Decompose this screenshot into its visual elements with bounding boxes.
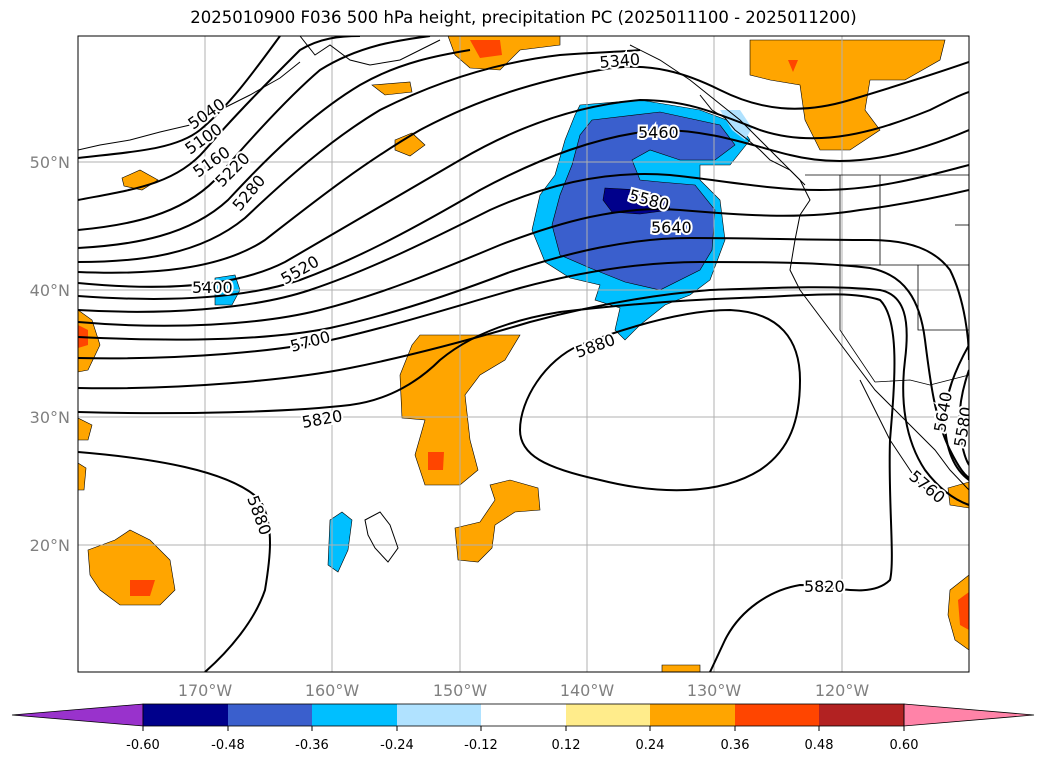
colorbar-tick-labels: -0.60 -0.48 -0.36 -0.24 -0.12 0.12 0.24 … [126,738,918,753]
precip-patch-small-4 [78,417,93,441]
coast-aleutians [78,61,301,151]
colorbar-bin-4 [397,704,481,726]
colorbar-extend-high [903,703,1035,727]
border-states-4 [917,265,969,331]
colorbar-frame [142,703,905,727]
contour-5700 [78,260,969,479]
contour-5760 [78,286,969,506]
contour-5880-ridge [518,308,802,492]
colorbar-tick-label: -0.24 [380,738,414,753]
lon-label-150W: 150°W [433,681,488,700]
contour-5040 [78,36,281,159]
colorbar-tick-label: 0.12 [552,738,581,753]
precip-patch-small-1 [371,81,413,96]
precip-patch-small-2 [394,132,426,157]
border-us-mexico [874,374,969,386]
lat-label-50: 50°N [30,153,70,172]
coast-baja [859,379,936,496]
map-frame [77,35,970,673]
precip-patch-small-7 [661,664,701,672]
precip-patch-east-edge [947,574,969,651]
precip-patch-mid-core [428,452,444,470]
contour-5280 [78,49,641,263]
colorbar-bin-7 [650,704,735,726]
colorbar-bin-8 [735,704,819,726]
precip-patch-gulf-alaska [749,39,946,151]
colorbar-bin-1 [143,704,228,726]
precip-patch-gulf-alaska-core [788,60,798,72]
contour-label-5340: 5340 [599,50,641,72]
colorbar-tick-label: -0.48 [211,738,245,753]
political-borders [805,174,969,386]
contour-5220 [78,49,471,249]
height-contours [78,36,969,672]
colorbar: -0.60 -0.48 -0.36 -0.24 -0.12 0.12 0.24 … [11,703,1035,753]
precip-patch-east-core [958,592,969,630]
border-states-1 [839,175,876,383]
colorbar-tick-label: 0.60 [890,738,919,753]
lat-label-40: 40°N [30,281,70,300]
contour-label-5460: 5460 [638,123,679,142]
chart-title: 2025010900 F036 500 hPa height, precipit… [190,8,857,27]
contour-5880-south [78,451,271,672]
contour-5640 [78,236,969,361]
colorbar-tick-label: 0.48 [805,738,834,753]
colorbar-tick-label: -0.60 [126,738,160,753]
contour-5520 [78,164,969,313]
precip-patch-small-5 [78,462,87,491]
colorbar-tick-label: 0.36 [721,738,750,753]
contour-5160 [78,36,431,231]
contour-5100 [78,36,361,201]
map-panel: 5040 5100 5160 5220 5280 5340 5400 5460 … [78,36,969,672]
lon-label-130W: 130°W [687,681,742,700]
contour-label-5640: 5640 [651,218,692,237]
contour-5820 [78,293,896,672]
contour-5580-east [958,369,969,466]
colorbar-bin-9 [819,704,904,726]
lon-label-140W: 140°W [560,681,615,700]
colorbar-bin-5 [481,704,566,726]
colorbar-bin-3 [312,704,397,726]
contour-5340 [78,61,969,274]
colorbar-tick-label: 0.24 [636,738,665,753]
precip-patch-sw-core [130,580,155,596]
lat-axis-labels: 50°N 40°N 30°N 20°N [30,153,70,555]
colorbar-tick-label: -0.12 [464,738,498,753]
colorbar-ticks [142,726,905,731]
colorbar-tick-label: -0.36 [295,738,329,753]
precip-patch-north-core [470,40,502,58]
colorbar-bin-2 [228,704,312,726]
lat-label-20: 20°N [30,536,70,555]
contour-label-5820-south: 5820 [804,577,845,596]
lon-label-170W: 170°W [178,681,233,700]
lon-label-160W: 160°W [305,681,360,700]
precip-patch-small-6 [947,481,969,509]
coast-north-america [629,44,969,491]
lon-label-120W: 120°W [815,681,870,700]
map-grid [78,36,969,672]
contour-5580 [78,189,969,327]
contour-5460 [78,128,969,300]
contour-label-5400: 5400 [192,278,233,297]
coast-hawaii [364,511,399,563]
colorbar-bin-6 [566,704,650,726]
precip-patch-negative-core [602,187,671,215]
contour-5640-east [943,344,969,481]
contour-5400 [78,91,969,288]
precip-patch-south [454,479,541,563]
lat-label-30: 30°N [30,408,70,427]
coast-alaska [299,36,441,66]
precip-patch-negative-small-2 [327,511,353,573]
precip-patch-sw [87,529,176,606]
lon-axis-labels: 170°W 160°W 150°W 140°W 130°W 120°W [178,681,870,700]
colorbar-extend-low [11,703,144,727]
